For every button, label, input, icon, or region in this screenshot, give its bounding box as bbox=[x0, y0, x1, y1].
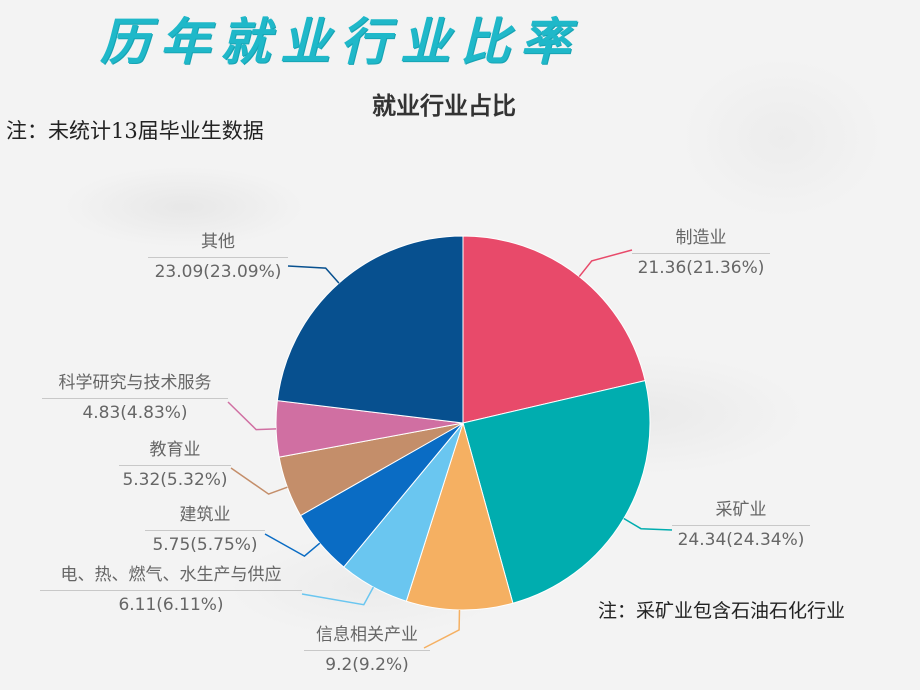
note-unrecorded-class: 注：未统计13届毕业生数据 bbox=[6, 119, 264, 143]
label-utilities: 电、热、燃气、水生产与供应 6.11(6.11%) bbox=[40, 564, 302, 616]
slice-name: 制造业 bbox=[632, 227, 770, 254]
slice-value: 5.32(5.32%) bbox=[122, 470, 228, 490]
leader-line bbox=[230, 467, 288, 495]
slice-name: 采矿业 bbox=[672, 499, 810, 526]
slice-value: 9.2(9.2%) bbox=[325, 655, 409, 675]
label-mining: 采矿业 24.34(24.34%) bbox=[672, 499, 810, 551]
chart-title: 就业行业占比 bbox=[372, 92, 516, 120]
leader-line bbox=[264, 533, 321, 558]
leader-line bbox=[287, 265, 340, 284]
leader-line bbox=[623, 517, 673, 531]
slice-name: 其他 bbox=[148, 231, 288, 258]
leader-line bbox=[301, 586, 375, 606]
label-manufacturing: 制造业 21.36(21.36%) bbox=[632, 227, 770, 279]
pie-slice bbox=[462, 235, 646, 424]
slice-value: 6.11(6.11%) bbox=[118, 595, 224, 615]
slice-value: 21.36(21.36%) bbox=[637, 258, 765, 278]
slice-value: 4.83(4.83%) bbox=[82, 403, 188, 423]
slice-value: 23.09(23.09%) bbox=[154, 262, 282, 282]
slice-name: 科学研究与技术服务 bbox=[42, 372, 228, 399]
leader-line bbox=[578, 249, 633, 278]
slice-name: 教育业 bbox=[119, 439, 231, 466]
slice-name: 信息相关产业 bbox=[304, 624, 430, 651]
slice-name: 建筑业 bbox=[145, 504, 265, 531]
label-education: 教育业 5.32(5.32%) bbox=[119, 439, 231, 491]
slice-name: 电、热、燃气、水生产与供应 bbox=[40, 564, 302, 591]
slice-value: 24.34(24.34%) bbox=[677, 530, 805, 550]
leader-lines bbox=[227, 249, 673, 649]
label-it-industry: 信息相关产业 9.2(9.2%) bbox=[304, 624, 430, 676]
label-construction: 建筑业 5.75(5.75%) bbox=[145, 504, 265, 556]
slice-value: 5.75(5.75%) bbox=[152, 535, 258, 555]
pie-slices bbox=[275, 235, 651, 611]
leader-line bbox=[423, 609, 461, 649]
pie-slice bbox=[405, 421, 514, 611]
leader-line bbox=[227, 401, 277, 431]
page-title: 历年就业行业比率 bbox=[100, 12, 580, 71]
label-other: 其他 23.09(23.09%) bbox=[148, 231, 288, 283]
label-research: 科学研究与技术服务 4.83(4.83%) bbox=[42, 372, 228, 424]
note-mining-includes-petro: 注：采矿业包含石油石化行业 bbox=[598, 600, 846, 622]
pie-slice bbox=[276, 235, 464, 424]
